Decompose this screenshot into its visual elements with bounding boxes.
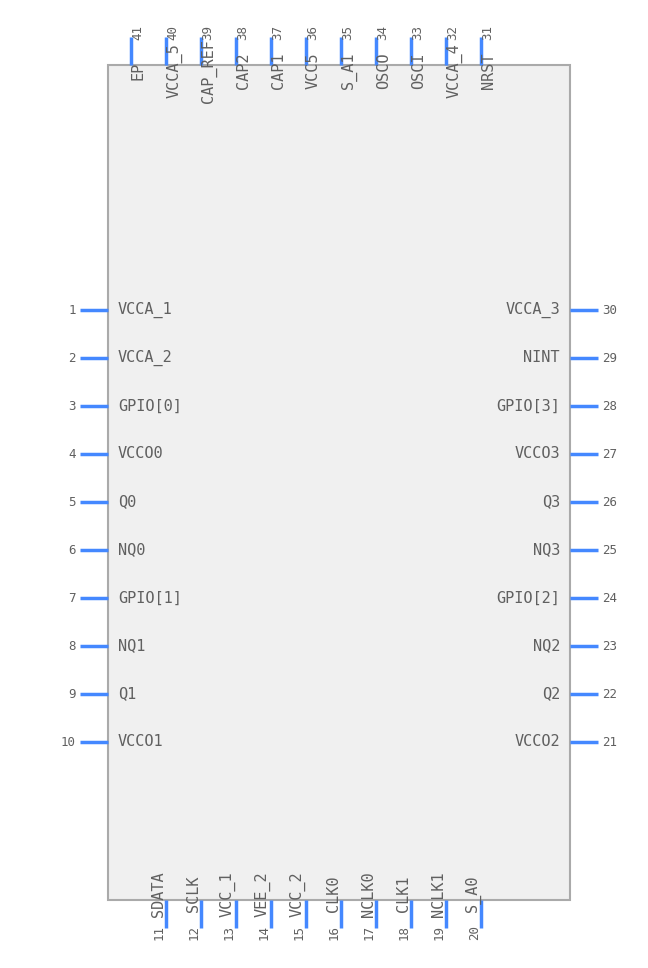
Text: 9: 9 <box>69 687 76 701</box>
Text: CAP_REF: CAP_REF <box>201 39 217 103</box>
Text: NQ0: NQ0 <box>118 542 145 558</box>
Text: S_A1: S_A1 <box>341 52 357 89</box>
Text: 27: 27 <box>602 447 617 461</box>
Text: 31: 31 <box>481 25 494 41</box>
Text: 20: 20 <box>468 924 481 940</box>
Text: 14: 14 <box>258 924 271 940</box>
Text: GPIO[2]: GPIO[2] <box>496 590 560 606</box>
Text: Q0: Q0 <box>118 495 136 509</box>
Text: 34: 34 <box>376 25 389 41</box>
Text: S_A0: S_A0 <box>465 876 481 912</box>
Text: NCLK0: NCLK0 <box>361 871 376 917</box>
Text: VCC_2: VCC_2 <box>290 871 306 917</box>
Text: 16: 16 <box>328 924 341 940</box>
Text: 37: 37 <box>271 25 284 41</box>
Text: 23: 23 <box>602 640 617 652</box>
Text: CLK1: CLK1 <box>396 876 411 912</box>
Text: 17: 17 <box>363 924 376 940</box>
Text: VCCA_5: VCCA_5 <box>166 44 182 99</box>
Text: 6: 6 <box>69 543 76 557</box>
Text: 39: 39 <box>201 25 214 41</box>
Text: CAP2: CAP2 <box>236 52 251 89</box>
Text: 12: 12 <box>188 924 201 940</box>
Text: 40: 40 <box>166 25 179 41</box>
Text: 33: 33 <box>411 25 424 41</box>
Text: 3: 3 <box>69 400 76 412</box>
Text: VCCA_1: VCCA_1 <box>118 302 173 318</box>
Text: VEE_2: VEE_2 <box>255 871 271 917</box>
Text: 21: 21 <box>602 736 617 748</box>
Text: Q1: Q1 <box>118 686 136 702</box>
Text: 28: 28 <box>602 400 617 412</box>
Text: 35: 35 <box>341 25 354 41</box>
Text: 26: 26 <box>602 496 617 508</box>
Text: 30: 30 <box>602 304 617 317</box>
Text: 10: 10 <box>61 736 76 748</box>
Text: 36: 36 <box>306 25 319 41</box>
Text: 4: 4 <box>69 447 76 461</box>
Text: Q3: Q3 <box>542 495 560 509</box>
Text: VCCO3: VCCO3 <box>515 446 560 462</box>
Text: 8: 8 <box>69 640 76 652</box>
Text: GPIO[3]: GPIO[3] <box>496 399 560 413</box>
Text: 7: 7 <box>69 591 76 604</box>
Text: SCLK: SCLK <box>186 876 201 912</box>
Text: OSCI: OSCI <box>411 52 426 89</box>
Text: GPIO[0]: GPIO[0] <box>118 399 182 413</box>
Text: VCCA_3: VCCA_3 <box>505 302 560 318</box>
Text: VCCA_2: VCCA_2 <box>118 349 173 366</box>
Text: 1: 1 <box>69 304 76 317</box>
Text: CAP1: CAP1 <box>271 52 286 89</box>
Text: VCCO0: VCCO0 <box>118 446 164 462</box>
Text: 22: 22 <box>602 687 617 701</box>
Text: GPIO[1]: GPIO[1] <box>118 590 182 606</box>
Text: OSCO: OSCO <box>376 52 391 89</box>
Text: NQ2: NQ2 <box>533 639 560 653</box>
Text: 29: 29 <box>602 351 617 365</box>
Text: 11: 11 <box>153 924 166 940</box>
Text: 19: 19 <box>433 924 446 940</box>
Text: VCCA_4: VCCA_4 <box>446 44 462 99</box>
Text: NRST: NRST <box>481 52 496 89</box>
Text: 25: 25 <box>602 543 617 557</box>
Text: SDATA: SDATA <box>151 871 166 917</box>
Text: Q2: Q2 <box>542 686 560 702</box>
Text: CLK0: CLK0 <box>326 876 341 912</box>
Text: NQ1: NQ1 <box>118 639 145 653</box>
Text: 41: 41 <box>131 25 144 41</box>
Text: VCCO2: VCCO2 <box>515 735 560 749</box>
Text: NINT: NINT <box>524 350 560 366</box>
Text: 5: 5 <box>69 496 76 508</box>
Text: 18: 18 <box>398 924 411 940</box>
Text: VCCO1: VCCO1 <box>118 735 164 749</box>
Text: 15: 15 <box>293 924 306 940</box>
Text: NQ3: NQ3 <box>533 542 560 558</box>
Text: 2: 2 <box>69 351 76 365</box>
Text: VCC_1: VCC_1 <box>220 871 236 917</box>
Text: EP: EP <box>131 62 146 80</box>
Text: 13: 13 <box>223 924 236 940</box>
Text: 38: 38 <box>236 25 249 41</box>
Text: 32: 32 <box>446 25 459 41</box>
Text: VCC5: VCC5 <box>306 52 321 89</box>
Text: NCLK1: NCLK1 <box>431 871 446 917</box>
Text: 24: 24 <box>602 591 617 604</box>
Bar <box>108 65 570 900</box>
